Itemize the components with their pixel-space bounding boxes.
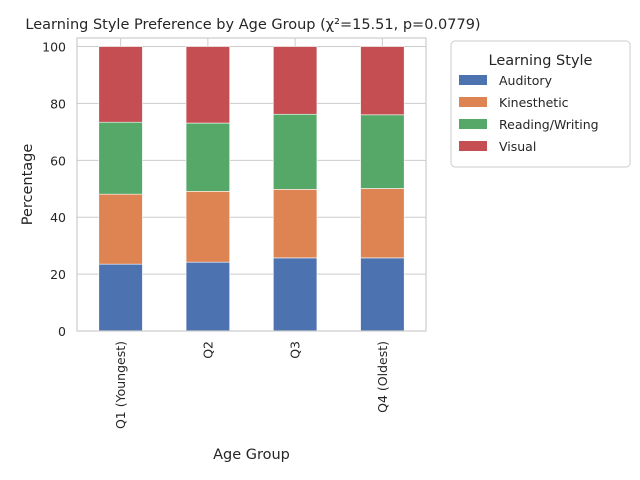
y-tick-label: 100 xyxy=(42,40,66,55)
bar-segment xyxy=(360,188,405,259)
x-tick-label: Q2 xyxy=(200,341,215,359)
legend-swatch xyxy=(459,141,487,151)
legend-label: Visual xyxy=(499,139,536,154)
bar-segment xyxy=(185,46,230,124)
legend-label: Auditory xyxy=(499,73,553,88)
bar-segment xyxy=(360,257,405,332)
legend-title: Learning Style xyxy=(489,53,593,69)
bar-segment xyxy=(98,46,143,123)
plot-area: 0 20 40 60 80 100 Q1 (Youngest) Q2 Q3 Q4 (Oldest… xyxy=(42,37,427,429)
x-axis-label: Age Group xyxy=(213,447,290,463)
bar-segment xyxy=(185,122,230,192)
plot-frame xyxy=(76,37,427,332)
chart-title: Learning Style Preference by Age Group (… xyxy=(25,17,480,33)
x-tick-label: Q1 (Youngest) xyxy=(113,341,128,429)
bar-segment xyxy=(185,191,230,263)
legend-swatch xyxy=(459,75,487,85)
bar-segment xyxy=(98,193,143,265)
y-tick-label: 20 xyxy=(50,267,66,282)
legend-label: Reading/Writing xyxy=(499,117,599,132)
bar-segment xyxy=(98,121,143,195)
bar-segment xyxy=(273,257,318,332)
y-tick-label: 80 xyxy=(50,96,66,111)
bars xyxy=(98,46,405,332)
x-tick-label: Q4 (Oldest) xyxy=(375,341,390,413)
bar-segment xyxy=(98,263,143,332)
y-axis-label: Percentage xyxy=(20,144,36,226)
x-tick-labels: Q1 (Youngest) Q2 Q3 Q4 (Oldest) xyxy=(113,341,390,429)
bar-segment xyxy=(273,189,318,259)
y-tick-label: 60 xyxy=(50,153,66,168)
bar-segment xyxy=(273,46,318,115)
legend-box xyxy=(450,40,631,168)
legend: Learning Style Auditory Kinesthetic Readin… xyxy=(450,40,631,168)
bar-segment xyxy=(273,113,318,190)
legend-label: Kinesthetic xyxy=(499,95,569,110)
x-tick-label: Q3 xyxy=(288,341,303,359)
y-tick-label: 40 xyxy=(50,210,66,225)
legend-swatch xyxy=(459,119,487,129)
bar-segment xyxy=(185,261,230,332)
y-tick-label: 0 xyxy=(58,324,66,339)
y-tick-labels: 0 20 40 60 80 100 xyxy=(42,40,66,339)
bar-segment xyxy=(360,46,405,116)
legend-swatch xyxy=(459,97,487,107)
bar-segment xyxy=(360,114,405,189)
legend-items: Auditory Kinesthetic Reading/Writing Visual xyxy=(459,73,599,154)
